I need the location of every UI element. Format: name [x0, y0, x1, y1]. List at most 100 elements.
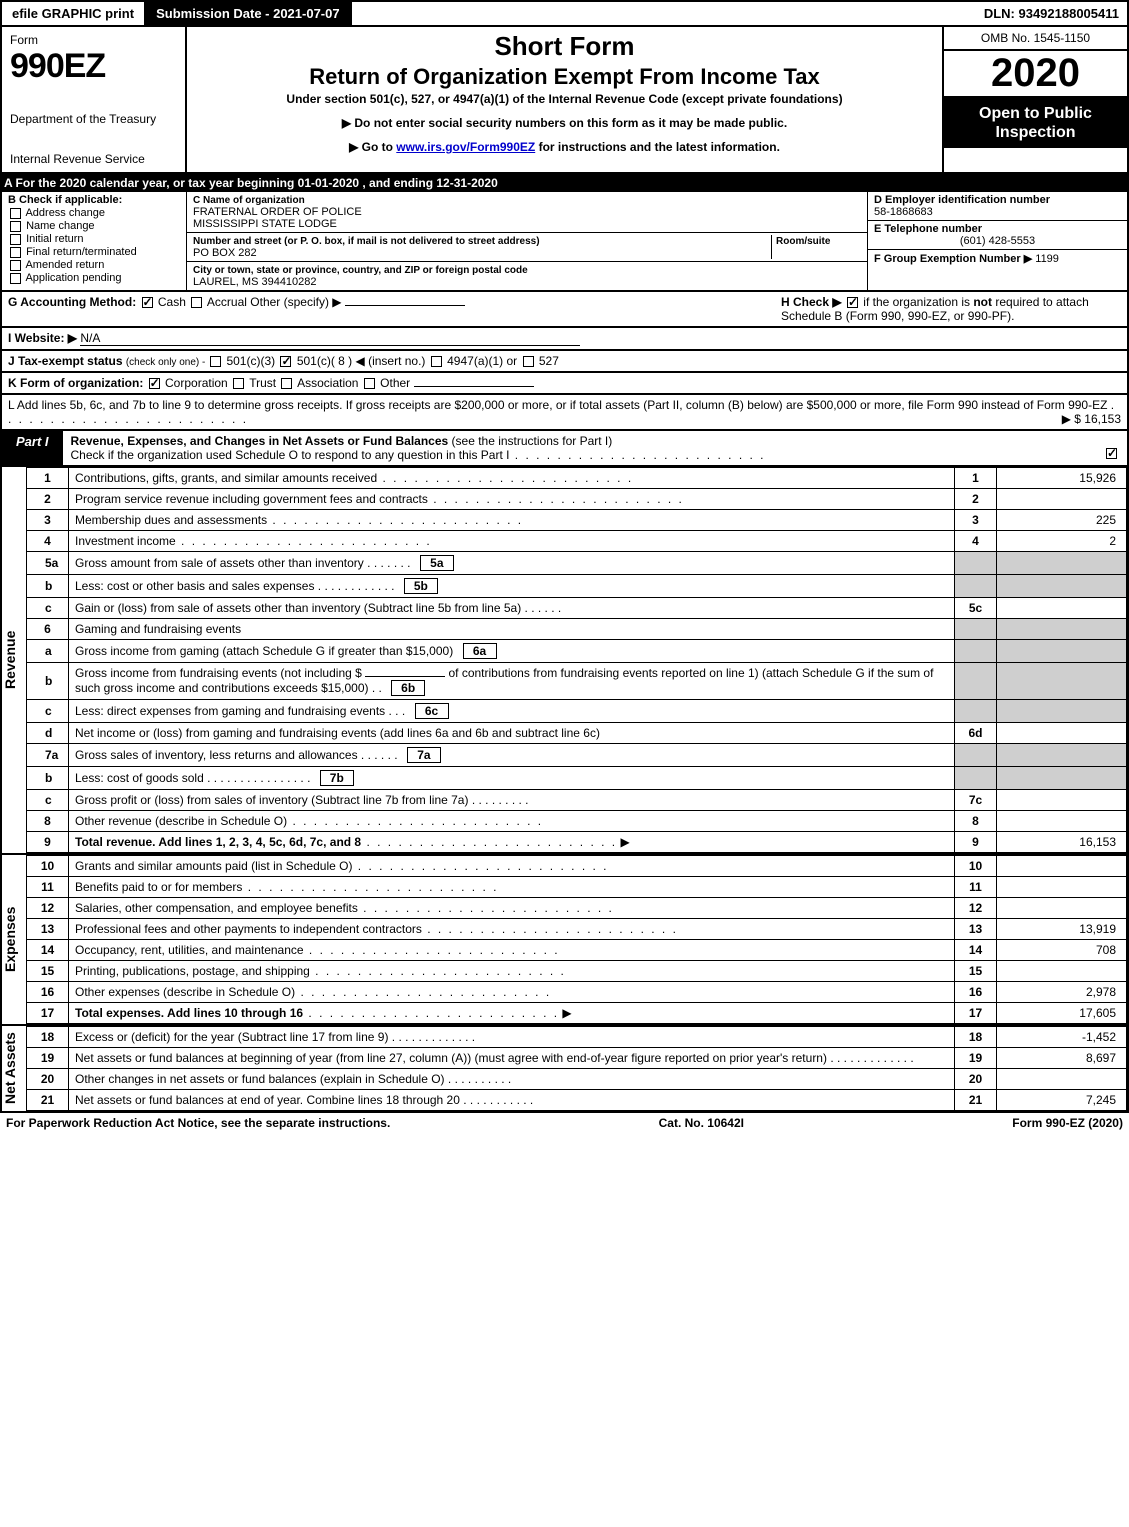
part1-tab: Part I — [2, 431, 63, 465]
ln-6d-box: 6d — [955, 723, 997, 744]
dots — [352, 859, 608, 873]
chk-trust[interactable] — [233, 378, 244, 389]
grey-7b — [955, 767, 997, 790]
dots — [310, 964, 566, 978]
ln-7c-amt — [997, 790, 1127, 811]
chk-accrual[interactable] — [191, 297, 202, 308]
public-inspection: Open to Public Inspection — [944, 98, 1127, 148]
ln-6a-desc: Gross income from gaming (attach Schedul… — [75, 644, 453, 658]
group-value: 1199 — [1035, 253, 1059, 265]
chk-final[interactable]: Final return/terminated — [8, 246, 180, 258]
chk-501c3[interactable] — [210, 356, 221, 367]
part1-title-bold: Revenue, Expenses, and Changes in Net As… — [71, 434, 449, 448]
ln-6-desc: Gaming and fundraising events — [69, 619, 955, 640]
chk-initial[interactable]: Initial return — [8, 233, 180, 245]
chk-assoc[interactable] — [281, 378, 292, 389]
opt-501c3: 501(c)(3) — [226, 354, 275, 368]
opt-pending: Application pending — [25, 272, 121, 284]
opt-trust: Trust — [249, 376, 276, 390]
ln-21-amt: 7,245 — [997, 1090, 1127, 1111]
org-name-1: FRATERNAL ORDER OF POLICE — [193, 206, 362, 218]
ln-17-amt: 17,605 — [997, 1003, 1127, 1024]
ln-20-box: 20 — [955, 1069, 997, 1090]
chk-pending[interactable]: Application pending — [8, 272, 180, 284]
other-underline — [345, 305, 465, 306]
city-block: City or town, state or province, country… — [187, 262, 867, 290]
opt-accrual: Accrual — [207, 295, 247, 309]
dln-label: DLN: 93492188005411 — [976, 2, 1127, 25]
chk-h[interactable] — [847, 297, 858, 308]
row-gh: G Accounting Method: Cash Accrual Other … — [0, 292, 1129, 328]
chk-cash[interactable] — [142, 297, 153, 308]
line-14: 14Occupancy, rent, utilities, and mainte… — [27, 940, 1127, 961]
section-c: C Name of organization FRATERNAL ORDER O… — [187, 192, 867, 290]
ln-4-num: 4 — [27, 531, 69, 552]
grey-5b — [955, 575, 997, 598]
mini-6a: 6a — [463, 643, 497, 659]
ln-2-num: 2 — [27, 489, 69, 510]
ln-15-box: 15 — [955, 961, 997, 982]
ln-16-desc: Other expenses (describe in Schedule O) — [75, 985, 295, 999]
irs-link[interactable]: www.irs.gov/Form990EZ — [396, 140, 535, 154]
line-13: 13Professional fees and other payments t… — [27, 919, 1127, 940]
pra-notice: For Paperwork Reduction Act Notice, see … — [6, 1116, 390, 1130]
revenue-wrap: Revenue 1Contributions, gifts, grants, a… — [0, 467, 1129, 855]
line-19: 19Net assets or fund balances at beginni… — [27, 1048, 1127, 1069]
ln-8-desc: Other revenue (describe in Schedule O) — [75, 814, 287, 828]
chk-other-org[interactable] — [364, 378, 375, 389]
line-6b: bGross income from fundraising events (n… — [27, 663, 1127, 700]
ln-9-desc: Total revenue. Add lines 1, 2, 3, 4, 5c,… — [75, 835, 361, 849]
line-7b: bLess: cost of goods sold . . . . . . . … — [27, 767, 1127, 790]
section-f: F Group Exemption Number ▶ 1199 — [868, 250, 1127, 267]
line-3: 3Membership dues and assessments3225 — [27, 510, 1127, 531]
line-9: 9Total revenue. Add lines 1, 2, 3, 4, 5c… — [27, 832, 1127, 853]
dots — [377, 471, 633, 485]
part1-title-rest: (see the instructions for Part I) — [448, 434, 612, 448]
chk-schedule-o[interactable] — [1106, 448, 1117, 459]
ln-7b-desc: Less: cost of goods sold — [75, 771, 204, 785]
section-b-title: B Check if applicable: — [8, 194, 122, 206]
dept-irs: Internal Revenue Service — [10, 152, 177, 166]
section-j: J Tax-exempt status (check only one) - 5… — [0, 351, 1129, 373]
ln-10-num: 10 — [27, 856, 69, 877]
section-i: I Website: ▶ N/A — [0, 328, 1129, 351]
ln-6d-amt — [997, 723, 1127, 744]
ln-21-box: 21 — [955, 1090, 997, 1111]
l-text: L Add lines 5b, 6c, and 7b to line 9 to … — [8, 398, 1107, 412]
city-label: City or town, state or province, country… — [193, 265, 528, 276]
chk-corp[interactable] — [149, 378, 160, 389]
opt-initial: Initial return — [26, 233, 83, 245]
chk-name-change[interactable]: Name change — [8, 220, 180, 232]
j-label: J Tax-exempt status — [8, 354, 123, 368]
chk-amended[interactable]: Amended return — [8, 259, 180, 271]
efile-button[interactable]: efile GRAPHIC print — [2, 2, 146, 25]
ln-18-amt: -1,452 — [997, 1027, 1127, 1048]
grey-7a-amt — [997, 744, 1127, 767]
section-def: D Employer identification number 58-1868… — [867, 192, 1127, 290]
ln-13-amt: 13,919 — [997, 919, 1127, 940]
ln-7b-num: b — [27, 767, 69, 790]
dots — [358, 901, 614, 915]
ln-13-box: 13 — [955, 919, 997, 940]
ln-12-desc: Salaries, other compensation, and employ… — [75, 901, 358, 915]
ein-value: 58-1868683 — [874, 206, 933, 218]
goto-post: for instructions and the latest informat… — [535, 140, 780, 154]
grey-6-amt — [997, 619, 1127, 640]
line-7a: 7aGross sales of inventory, less returns… — [27, 744, 1127, 767]
ln-6d-num: d — [27, 723, 69, 744]
line-11: 11Benefits paid to or for members11 — [27, 877, 1127, 898]
ln-10-box: 10 — [955, 856, 997, 877]
ln-1-desc: Contributions, gifts, grants, and simila… — [75, 471, 377, 485]
chk-4947[interactable] — [431, 356, 442, 367]
ln-14-box: 14 — [955, 940, 997, 961]
chk-527[interactable] — [523, 356, 534, 367]
chk-address-change[interactable]: Address change — [8, 207, 180, 219]
line-5b: bLess: cost or other basis and sales exp… — [27, 575, 1127, 598]
line-12: 12Salaries, other compensation, and empl… — [27, 898, 1127, 919]
ln-20-desc: Other changes in net assets or fund bala… — [75, 1072, 445, 1086]
org-name-block: C Name of organization FRATERNAL ORDER O… — [187, 192, 867, 233]
line-10: 10Grants and similar amounts paid (list … — [27, 856, 1127, 877]
grey-5a-amt — [997, 552, 1127, 575]
chk-501c[interactable] — [280, 356, 291, 367]
ln-3-desc: Membership dues and assessments — [75, 513, 267, 527]
